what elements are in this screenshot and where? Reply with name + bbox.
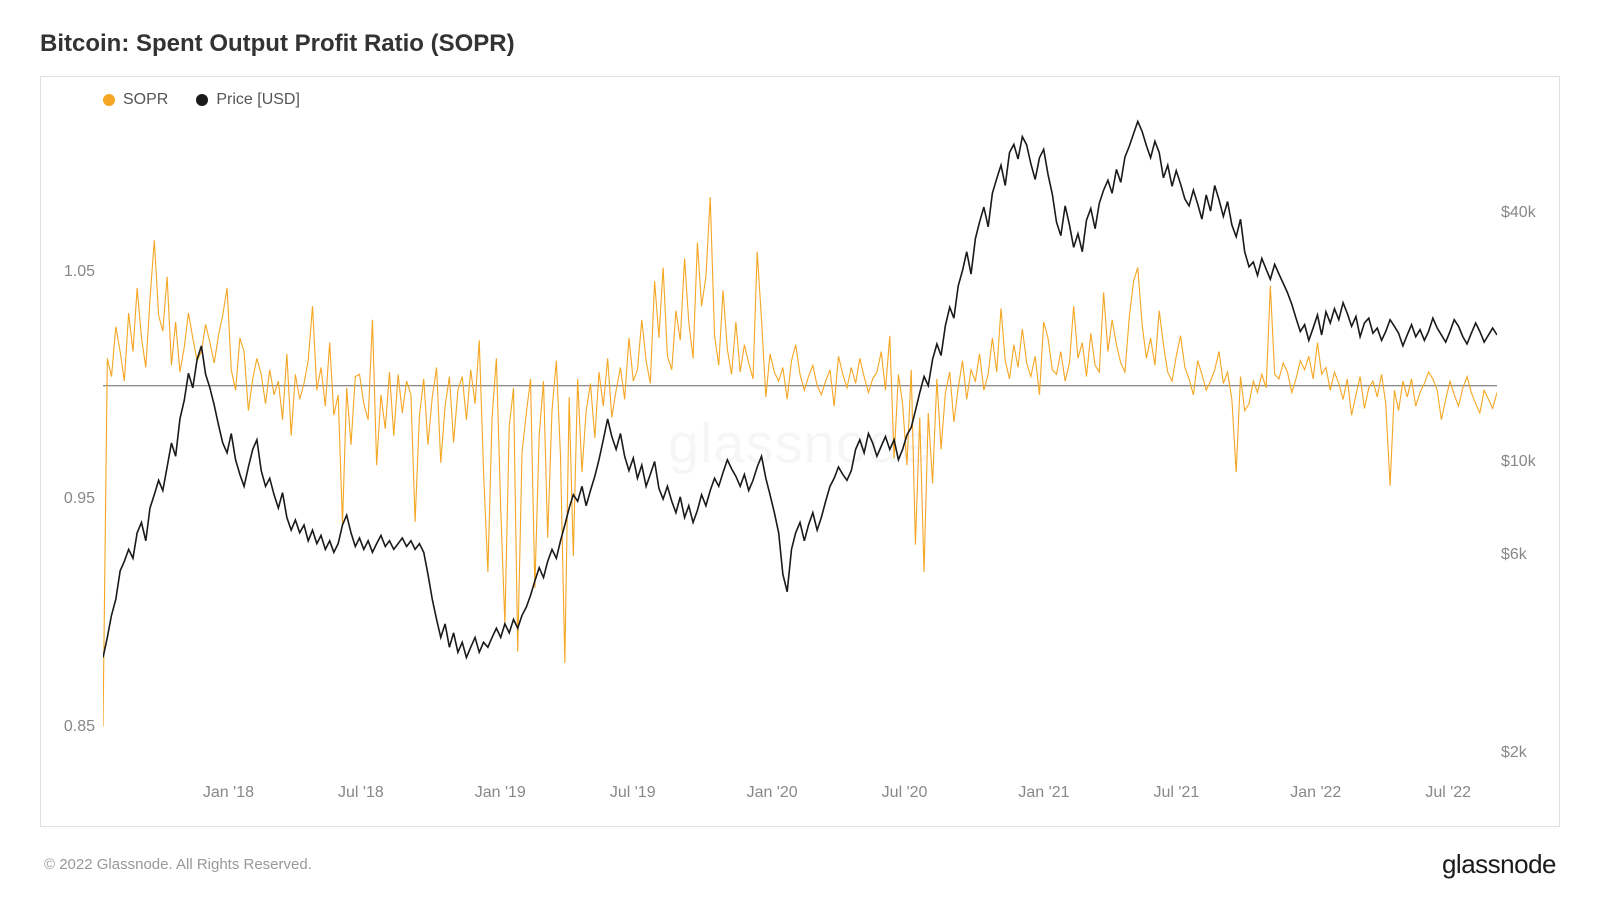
- x-tick: Jul '18: [338, 784, 384, 802]
- chart-svg: [103, 113, 1497, 772]
- x-tick: Jan '21: [1018, 784, 1069, 802]
- y-right-tick: $10k: [1501, 453, 1549, 471]
- y-left-tick: 1.05: [51, 263, 95, 281]
- legend-dot-price: [196, 94, 208, 106]
- legend-label-price: Price [USD]: [216, 91, 300, 109]
- y-right-tick: $2k: [1501, 744, 1549, 762]
- x-tick: Jan '19: [475, 784, 526, 802]
- footer: © 2022 Glassnode. All Rights Reserved. g…: [40, 849, 1560, 880]
- legend-dot-sopr: [103, 94, 115, 106]
- legend-item-price: Price [USD]: [196, 91, 300, 109]
- plot-area: glassnode 0.850.951.05$2k$6k$10k$40kJan …: [103, 113, 1497, 772]
- x-tick: Jan '18: [203, 784, 254, 802]
- x-tick: Jul '22: [1425, 784, 1471, 802]
- x-tick: Jul '20: [882, 784, 928, 802]
- y-right-tick: $6k: [1501, 546, 1549, 564]
- y-left-tick: 0.95: [51, 490, 95, 508]
- chart-title: Bitcoin: Spent Output Profit Ratio (SOPR…: [40, 30, 1560, 58]
- x-tick: Jan '20: [747, 784, 798, 802]
- chart-legend: SOPR Price [USD]: [103, 91, 1497, 109]
- chart-frame: SOPR Price [USD] glassnode 0.850.951.05$…: [40, 76, 1560, 827]
- brand-logo: glassnode: [1442, 849, 1556, 880]
- legend-label-sopr: SOPR: [123, 91, 168, 109]
- x-tick: Jul '19: [610, 784, 656, 802]
- y-right-tick: $40k: [1501, 204, 1549, 222]
- x-tick: Jul '21: [1154, 784, 1200, 802]
- legend-item-sopr: SOPR: [103, 91, 168, 109]
- copyright-text: © 2022 Glassnode. All Rights Reserved.: [44, 856, 312, 873]
- x-tick: Jan '22: [1290, 784, 1341, 802]
- y-left-tick: 0.85: [51, 718, 95, 736]
